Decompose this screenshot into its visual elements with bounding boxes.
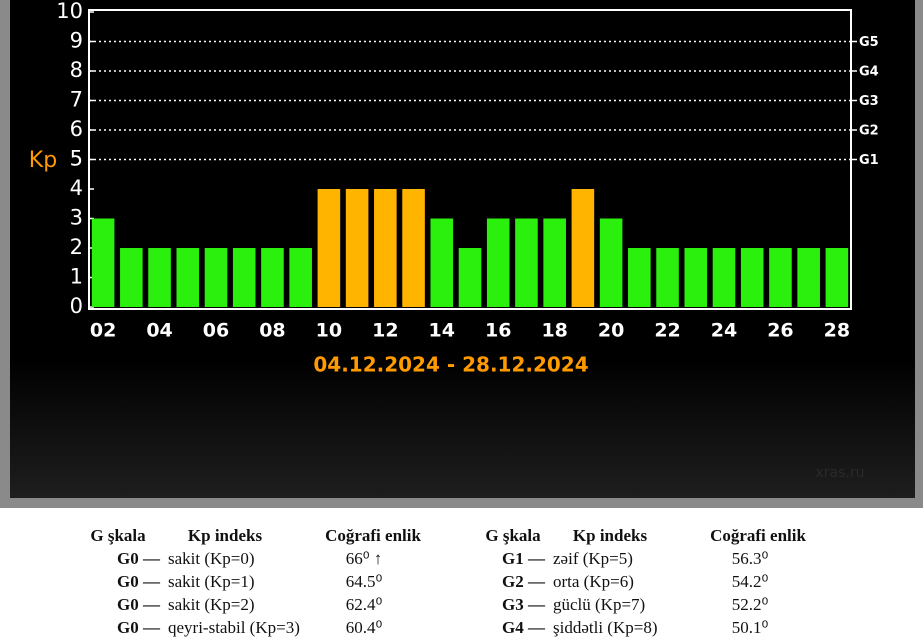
bar	[261, 248, 284, 307]
date-range: 04.12.2024 - 28.12.2024	[313, 353, 588, 377]
table-cell: G1 —	[502, 549, 545, 568]
watermark: xras.ru	[816, 465, 865, 481]
table-cell: G4 —	[502, 618, 545, 637]
table-cell: 52.2⁰	[731, 595, 769, 614]
x-tick-label: 18	[541, 320, 567, 342]
table-cell: 56.3⁰	[731, 549, 769, 568]
y-tick-label: 1	[70, 265, 83, 289]
table-cell: sakit (Kp=0)	[168, 549, 255, 568]
table-cell: 60.4⁰	[345, 618, 383, 637]
table-cell: G2 —	[502, 572, 545, 591]
x-tick-label: 26	[767, 320, 793, 342]
bar	[374, 189, 397, 307]
y-tick-label: 10	[56, 0, 83, 23]
bar	[656, 248, 679, 307]
x-tick-label: 04	[146, 320, 172, 342]
bar	[571, 189, 595, 307]
x-tick-label: 02	[90, 320, 116, 342]
x-tick-label: 14	[429, 320, 455, 342]
bar	[176, 248, 200, 307]
table-header: G şkala	[90, 526, 146, 545]
table-cell: sakit (Kp=2)	[168, 595, 255, 614]
bar	[91, 218, 115, 307]
y2-tick-label: G2	[859, 124, 879, 139]
bar	[402, 189, 425, 307]
bar	[458, 248, 482, 307]
table-cell: G0 —	[117, 595, 160, 614]
bar	[515, 218, 538, 307]
bar	[599, 218, 623, 307]
bar	[232, 248, 256, 307]
y-tick-label: 9	[70, 29, 83, 53]
bar	[486, 218, 510, 307]
table-cell: G3 —	[502, 595, 545, 614]
x-tick-label: 08	[259, 320, 285, 342]
y-tick-label: 4	[70, 176, 83, 200]
x-tick-label: 12	[372, 320, 398, 342]
table-cell: 62.4⁰	[345, 595, 383, 614]
y-axis-label: Kp	[29, 148, 57, 173]
table-cell: orta (Kp=6)	[553, 572, 634, 591]
y2-tick-label: G3	[859, 94, 879, 109]
table-header: Coğrafi enlik	[710, 526, 806, 545]
table-header: G şkala	[485, 526, 541, 545]
bar	[769, 248, 792, 307]
table-header: Kp indeks	[187, 526, 263, 545]
y-tick-label: 7	[70, 88, 83, 112]
bar	[317, 189, 341, 307]
bar	[712, 248, 736, 307]
bar	[543, 218, 566, 307]
table-cell: 64.5⁰	[345, 572, 383, 591]
y-tick-label: 3	[70, 206, 83, 230]
table-cell: 54.2⁰	[731, 572, 769, 591]
x-tick-label: 10	[316, 320, 342, 342]
table-cell: G0 —	[117, 549, 160, 568]
table-cell: 50.1⁰	[731, 618, 769, 637]
chart-panel: 0 1 2 3 4 5 6 7 8 9 10 G1 G2 G3 G4 G5 02 04 06 08 10 12 14 16 18…	[0, 0, 923, 508]
bar	[628, 248, 651, 307]
table-cell: 66⁰ ↑	[345, 549, 383, 568]
bar	[684, 248, 708, 307]
x-tick-label: 06	[203, 320, 229, 342]
table-header: Coğrafi enlik	[325, 526, 421, 545]
bar	[289, 248, 312, 307]
y-tick-label: 6	[70, 117, 83, 141]
bar	[204, 248, 228, 307]
bar	[430, 218, 454, 307]
x-tick-label: 28	[824, 320, 850, 342]
bar	[345, 189, 369, 307]
table-header: Kp indeks	[572, 526, 648, 545]
y-tick-label: 8	[70, 58, 83, 82]
table-cell: zəif (Kp=5)	[553, 549, 633, 568]
table-cell: G0 —	[117, 618, 160, 637]
bar	[797, 248, 820, 307]
table-cell: qeyri-stabil (Kp=3)	[168, 618, 300, 637]
bar	[740, 248, 764, 307]
y-tick-label: 5	[70, 147, 83, 171]
x-tick-label: 24	[711, 320, 737, 342]
bar	[148, 248, 171, 307]
bar	[120, 248, 143, 307]
y2-tick-label: G5	[859, 35, 879, 50]
table-cell: G0 —	[117, 572, 160, 591]
x-tick-label: 22	[654, 320, 680, 342]
y2-tick-label: G4	[859, 65, 879, 80]
scale-tables: G şkala Kp indeks Coğrafi enlik G0 — sakit (…	[0, 512, 923, 637]
x-tick-label: 20	[598, 320, 624, 342]
y-tick-label: 0	[70, 294, 83, 318]
table-cell: sakit (Kp=1)	[168, 572, 255, 591]
x-tick-label: 16	[485, 320, 511, 342]
y-tick-label: 2	[70, 235, 83, 259]
table-cell: şiddətli (Kp=8)	[553, 618, 658, 637]
bar	[825, 248, 849, 307]
y2-tick-label: G1	[859, 153, 879, 168]
table-cell: güclü (Kp=7)	[553, 595, 646, 614]
